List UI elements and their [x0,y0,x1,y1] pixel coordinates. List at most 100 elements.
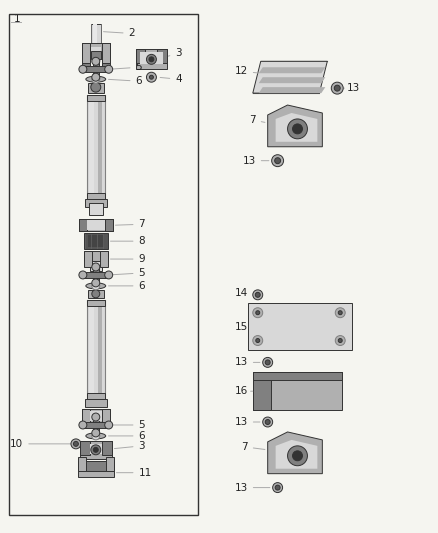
Circle shape [255,292,260,297]
Circle shape [263,417,273,427]
Bar [93,61,99,77]
Text: 9: 9 [110,254,145,264]
Bar [84,233,108,249]
Polygon shape [253,61,327,93]
Circle shape [149,75,153,79]
Text: 13: 13 [235,358,260,367]
Circle shape [253,308,263,318]
Circle shape [273,482,283,492]
Bar [78,471,114,477]
Polygon shape [276,113,318,142]
Bar [135,50,145,63]
Bar [90,261,102,271]
Polygon shape [268,432,322,474]
Bar [83,422,109,428]
Circle shape [91,82,101,92]
Circle shape [146,72,156,82]
Text: 7: 7 [241,442,265,452]
Bar [102,409,110,427]
Text: 3: 3 [114,441,145,451]
Circle shape [71,439,81,449]
Text: 12: 12 [235,66,258,76]
Bar [84,251,92,267]
Circle shape [79,421,87,429]
Ellipse shape [86,433,106,439]
Bar [87,193,105,199]
Text: 15: 15 [235,321,248,332]
Bar [79,219,113,231]
Text: 5: 5 [112,62,142,72]
Text: 13: 13 [235,417,260,427]
Bar [102,43,110,63]
Circle shape [256,311,260,314]
Bar [102,63,110,68]
Circle shape [253,336,263,345]
Circle shape [92,75,100,83]
Circle shape [93,447,98,453]
Bar [248,303,352,351]
Bar [78,457,86,471]
Circle shape [338,311,342,314]
Text: 14: 14 [235,288,260,298]
Bar [253,373,342,410]
Bar [82,43,90,63]
Circle shape [275,485,280,490]
Circle shape [79,271,87,279]
Bar [91,47,101,61]
Circle shape [91,445,101,455]
Circle shape [92,282,100,290]
Text: 10: 10 [10,439,73,449]
Circle shape [74,441,78,446]
Text: 7: 7 [249,115,265,125]
Bar [80,441,112,459]
Bar [79,219,87,231]
Circle shape [334,85,340,91]
Circle shape [288,446,307,466]
Bar [78,461,114,471]
Text: 6: 6 [109,281,145,291]
Circle shape [335,308,345,318]
Bar [91,23,101,43]
Circle shape [265,419,270,424]
Circle shape [256,338,260,343]
Polygon shape [259,67,325,73]
Bar [83,66,109,72]
Bar [80,441,90,455]
Polygon shape [259,87,325,93]
Bar [87,300,105,306]
Circle shape [331,82,343,94]
Text: 13: 13 [343,83,360,93]
Circle shape [146,54,156,64]
Circle shape [92,73,100,81]
Text: 4: 4 [160,74,182,84]
Bar [91,51,101,59]
Bar [93,23,97,43]
Bar [89,302,94,397]
Text: 1: 1 [13,13,20,23]
Bar [87,220,105,230]
Bar [93,267,99,283]
Circle shape [92,429,100,437]
Text: 11: 11 [117,467,152,478]
Bar [90,444,102,454]
Bar [253,373,342,380]
Circle shape [288,119,307,139]
Bar [157,50,167,63]
Bar [84,251,108,261]
Text: 6: 6 [109,431,145,441]
Bar [85,399,107,407]
Bar [98,97,102,197]
Bar [87,95,105,101]
Bar [87,95,105,199]
Circle shape [272,155,283,167]
Circle shape [293,124,303,134]
Bar [83,272,109,278]
Text: 8: 8 [110,236,145,246]
Text: 16: 16 [235,386,253,396]
Polygon shape [268,105,322,147]
Bar [82,409,90,427]
Text: 5: 5 [112,268,145,278]
Bar [82,63,90,68]
Ellipse shape [86,76,106,82]
Circle shape [92,432,100,440]
